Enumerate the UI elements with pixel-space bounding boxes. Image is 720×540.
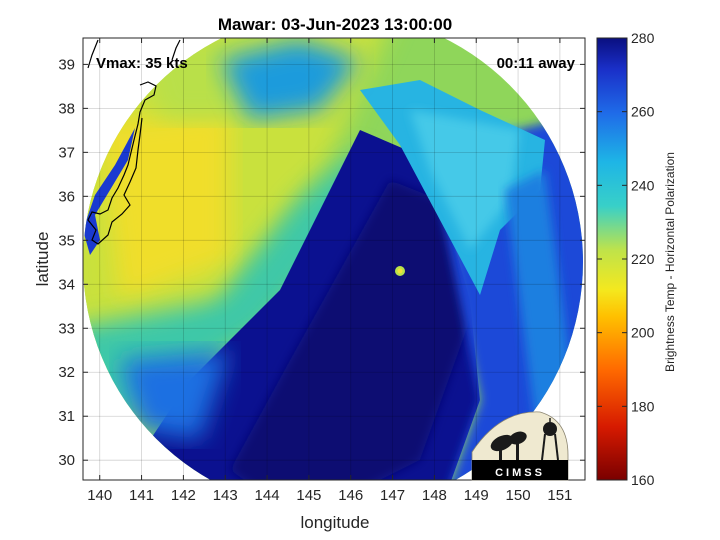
x-tick-label: 146 [338, 487, 363, 504]
y-tick-label: 36 [58, 188, 75, 205]
x-tick-label: 151 [547, 487, 572, 504]
y-tick-label: 32 [58, 364, 75, 381]
y-tick-label: 37 [58, 144, 75, 161]
y-tick-label: 33 [58, 320, 75, 337]
x-axis: 140 141 142 143 144 145 146 147 148 149 150 151 [87, 38, 572, 504]
x-tick-label: 147 [380, 487, 405, 504]
cimss-logo: CIMSS [471, 411, 569, 481]
chart-title: Mawar: 03-Jun-2023 13:00:00 [218, 15, 452, 34]
y-axis-label: latitude [33, 232, 52, 287]
colorbar-tick-label: 220 [631, 251, 655, 267]
y-tick-label: 35 [58, 232, 75, 249]
x-tick-label: 142 [171, 487, 196, 504]
y-tick-label: 38 [58, 100, 75, 117]
y-tick-label: 34 [58, 276, 75, 293]
colorbar-tick-label: 260 [631, 104, 655, 120]
coastline [87, 39, 181, 245]
colorbar-tick-label: 200 [631, 325, 655, 341]
x-tick-label: 144 [255, 487, 280, 504]
x-tick-label: 145 [296, 487, 321, 504]
swath-image [83, 38, 583, 480]
colorbar-tick-label: 240 [631, 177, 655, 193]
y-tick-label: 39 [58, 56, 75, 73]
x-tick-label: 141 [129, 487, 154, 504]
y-axis: 30 31 32 33 34 35 36 37 38 39 [58, 56, 585, 469]
colorbar-label: Brightness Temp - Horizontal Polarizatio… [663, 152, 677, 372]
vmax-annotation: Vmax: 35 kts [96, 55, 188, 72]
colorbar-tick-label: 180 [631, 398, 655, 414]
logo-text: CIMSS [495, 467, 545, 479]
colorbar-tick-label: 280 [631, 30, 655, 46]
x-axis-label: longitude [300, 513, 369, 532]
grid [83, 38, 585, 480]
y-tick-label: 31 [58, 408, 75, 425]
x-tick-label: 143 [213, 487, 238, 504]
colorbar-ticks: 160 180 200 220 240 260 280 [597, 30, 655, 488]
plot-frame [82, 37, 586, 481]
colorbar-tick-label: 160 [631, 472, 655, 488]
x-tick-label: 148 [422, 487, 447, 504]
time-annotation: 00:11 away [497, 55, 576, 72]
x-tick-label: 140 [87, 487, 112, 504]
x-tick-label: 150 [506, 487, 531, 504]
y-tick-label: 30 [58, 452, 75, 469]
x-tick-label: 149 [464, 487, 489, 504]
